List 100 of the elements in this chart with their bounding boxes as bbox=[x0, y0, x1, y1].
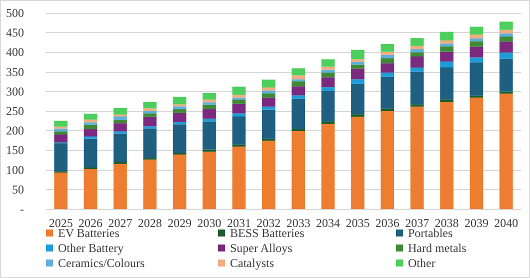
bar bbox=[262, 106, 276, 110]
bar bbox=[202, 104, 216, 110]
bar bbox=[292, 130, 306, 209]
bar bbox=[470, 98, 484, 209]
bar bbox=[54, 128, 68, 132]
bar bbox=[470, 46, 484, 58]
bar bbox=[202, 92, 216, 100]
bar bbox=[143, 128, 157, 158]
bar bbox=[440, 102, 454, 209]
x-tick-label: 2034 bbox=[316, 216, 340, 230]
bar bbox=[470, 41, 484, 47]
bar bbox=[262, 93, 276, 98]
bar bbox=[440, 32, 454, 40]
bar bbox=[202, 109, 216, 119]
bar bbox=[114, 108, 127, 115]
bar bbox=[262, 98, 276, 107]
bar bbox=[410, 46, 424, 50]
bar bbox=[351, 59, 364, 62]
bar bbox=[172, 154, 186, 209]
bar bbox=[292, 75, 306, 80]
y-tick-label: - bbox=[20, 202, 24, 216]
bar bbox=[380, 58, 394, 64]
bar bbox=[321, 59, 335, 67]
bar bbox=[380, 54, 394, 58]
bar bbox=[143, 102, 157, 108]
bar bbox=[202, 100, 216, 102]
bar bbox=[172, 106, 186, 110]
y-tick-label: 300 bbox=[6, 84, 24, 98]
bar bbox=[470, 62, 484, 96]
y-tick-label: 400 bbox=[6, 45, 24, 60]
y-tick-label: 150 bbox=[6, 143, 24, 158]
bar bbox=[143, 116, 157, 126]
bar bbox=[54, 120, 68, 127]
y-tick-label: 100 bbox=[6, 162, 24, 177]
bar bbox=[351, 64, 364, 69]
bar bbox=[380, 52, 394, 55]
bar bbox=[440, 52, 454, 62]
bar bbox=[143, 113, 157, 117]
bar bbox=[380, 44, 394, 52]
bar bbox=[321, 91, 335, 122]
bar bbox=[143, 160, 157, 209]
bar bbox=[202, 118, 216, 122]
x-tick-label: 2035 bbox=[346, 216, 370, 230]
bar bbox=[232, 146, 246, 209]
bar bbox=[440, 44, 454, 46]
bar bbox=[292, 86, 306, 96]
bar bbox=[410, 56, 424, 68]
bar bbox=[262, 87, 276, 91]
bar bbox=[410, 106, 424, 209]
bar bbox=[380, 111, 394, 209]
bar bbox=[440, 62, 454, 68]
bar bbox=[292, 98, 306, 130]
bar bbox=[202, 122, 216, 150]
bar bbox=[172, 124, 186, 153]
bar bbox=[499, 42, 513, 53]
bar bbox=[470, 26, 484, 35]
bar bbox=[321, 87, 335, 92]
bar bbox=[380, 63, 394, 73]
bar bbox=[232, 113, 246, 116]
bar bbox=[321, 66, 335, 70]
legend-label: Super Alloys bbox=[230, 241, 293, 255]
bar bbox=[351, 62, 364, 65]
bar bbox=[380, 72, 394, 77]
bar bbox=[321, 124, 335, 209]
bar bbox=[262, 90, 276, 94]
x-tick-label: 2036 bbox=[375, 216, 400, 230]
bar bbox=[172, 122, 186, 124]
bar bbox=[84, 114, 98, 120]
bar bbox=[202, 152, 216, 209]
bar bbox=[410, 67, 424, 72]
bar bbox=[292, 81, 306, 86]
y-tick-label: 500 bbox=[6, 6, 24, 20]
bar bbox=[114, 120, 127, 124]
bar bbox=[54, 172, 68, 209]
bar bbox=[470, 57, 484, 62]
legend-label: Catalysts bbox=[230, 256, 274, 270]
bar bbox=[499, 94, 513, 209]
bar bbox=[292, 95, 306, 99]
bar bbox=[232, 100, 246, 104]
bar bbox=[84, 136, 98, 139]
bar bbox=[232, 86, 246, 95]
bar bbox=[499, 52, 513, 59]
bar bbox=[351, 50, 364, 60]
bar bbox=[410, 52, 424, 57]
bar bbox=[262, 80, 276, 88]
bar bbox=[351, 79, 364, 84]
bar bbox=[143, 108, 157, 111]
bar bbox=[114, 116, 127, 120]
bar bbox=[440, 67, 454, 100]
bar bbox=[292, 68, 306, 76]
bar bbox=[232, 104, 246, 114]
bar bbox=[54, 134, 68, 142]
bar bbox=[410, 38, 424, 46]
bar bbox=[172, 109, 186, 113]
bar bbox=[114, 123, 127, 132]
bar bbox=[499, 36, 513, 42]
y-tick-label: 450 bbox=[6, 26, 24, 40]
bar bbox=[114, 134, 127, 162]
bar bbox=[262, 140, 276, 209]
bar bbox=[499, 33, 513, 37]
